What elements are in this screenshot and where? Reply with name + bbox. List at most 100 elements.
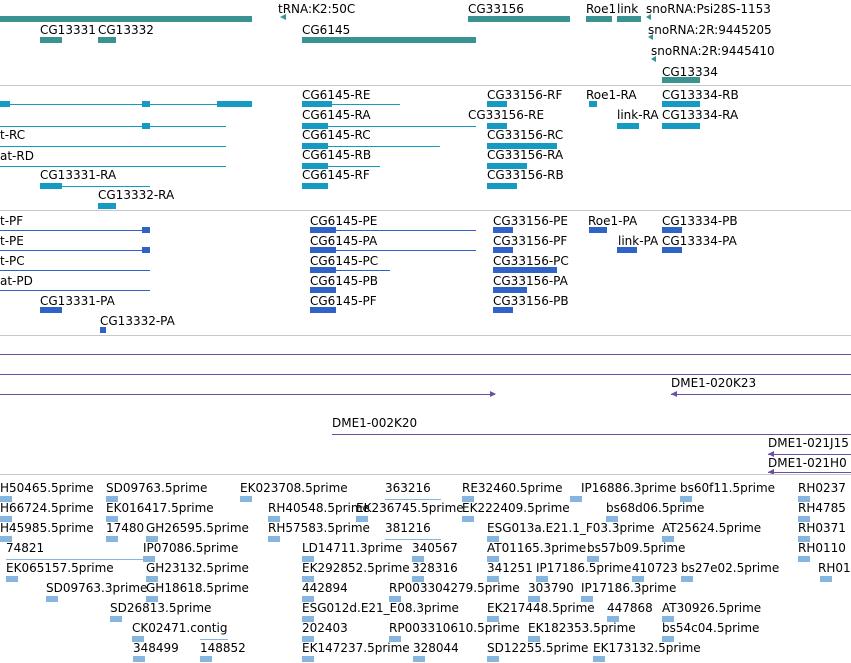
est-label[interactable]: H50465.5prime [0, 481, 94, 495]
est-label[interactable]: GH23132.5prime [146, 561, 249, 575]
est-label[interactable]: 328044 [413, 641, 459, 655]
transcript-intron[interactable] [302, 166, 380, 167]
est-label[interactable]: GH26595.5prime [146, 521, 249, 535]
est-feature[interactable] [528, 596, 540, 602]
est-label[interactable]: LD14711.3prime [302, 541, 403, 555]
est-label[interactable]: ESG013a.E21.1_F03.3prime [487, 521, 655, 535]
est-feature[interactable] [302, 556, 314, 562]
gene-feature[interactable] [468, 16, 570, 22]
exon[interactable] [302, 183, 328, 189]
est-label[interactable]: SD09763.3prime [46, 581, 148, 595]
exon[interactable] [40, 307, 62, 313]
est-feature[interactable] [798, 536, 810, 542]
contig-line[interactable] [0, 374, 851, 375]
exon[interactable] [487, 183, 517, 189]
transcript-intron[interactable] [0, 290, 150, 291]
est-label[interactable]: IP17186.3prime [581, 581, 677, 595]
est-label[interactable]: IP17186.5prime [536, 561, 632, 575]
exon[interactable] [302, 123, 328, 129]
est-feature[interactable] [200, 656, 212, 662]
exon[interactable] [98, 203, 116, 209]
est-feature[interactable] [798, 556, 810, 562]
transcript-label[interactable]: CG13334-RB [662, 88, 739, 102]
est-feature[interactable] [581, 596, 593, 602]
exon[interactable] [310, 287, 336, 293]
transcript-label[interactable]: CG6145-RA [302, 108, 371, 122]
est-feature[interactable] [200, 639, 228, 640]
transcript-intron[interactable] [0, 104, 252, 105]
est-feature[interactable] [413, 656, 425, 662]
est-label[interactable]: 348499 [133, 641, 179, 655]
est-feature[interactable] [268, 516, 280, 522]
est-label[interactable]: 340567 [412, 541, 458, 555]
est-feature[interactable] [302, 616, 314, 622]
est-feature[interactable] [268, 536, 280, 542]
est-feature[interactable] [356, 516, 368, 522]
est-label[interactable]: 328316 [412, 561, 458, 575]
est-feature[interactable] [146, 536, 158, 542]
est-label[interactable]: RH0237 [798, 481, 846, 495]
est-label[interactable]: IP07086.5prime [143, 541, 239, 555]
est-label[interactable]: AT25624.5prime [662, 521, 762, 535]
est-feature[interactable] [302, 576, 314, 582]
est-label[interactable]: GH18618.5prime [146, 581, 249, 595]
gene-label[interactable]: snoRNA:2R:9445205 [648, 23, 772, 37]
est-feature[interactable] [302, 656, 314, 662]
est-feature[interactable] [146, 576, 158, 582]
exon[interactable] [302, 143, 328, 149]
gene-feature[interactable] [98, 37, 116, 43]
gene-label[interactable]: CG13332 [98, 23, 154, 37]
est-feature[interactable] [46, 596, 58, 602]
est-feature[interactable] [6, 559, 150, 560]
est-feature[interactable] [0, 496, 12, 502]
est-label[interactable]: 447868 [607, 601, 653, 615]
exon[interactable] [589, 101, 597, 107]
exon[interactable] [617, 247, 637, 253]
est-feature[interactable] [487, 656, 499, 662]
gene-label[interactable]: snoRNA:Psi28S-1153 [646, 2, 771, 16]
transcript-label[interactable]: CG6145-RB [302, 148, 372, 162]
est-label[interactable]: RH4785 [798, 501, 846, 515]
est-feature[interactable] [106, 536, 118, 542]
contig-label[interactable]: DME1-020K23 [671, 376, 757, 390]
exon[interactable] [493, 287, 527, 293]
exon[interactable] [662, 123, 700, 129]
est-label[interactable]: 303790 [528, 581, 574, 595]
exon[interactable] [142, 101, 150, 107]
exon[interactable] [302, 101, 332, 107]
transcript-label[interactable]: CG13332-RA [98, 188, 175, 202]
gene-feature[interactable] [40, 37, 62, 43]
exon[interactable] [310, 307, 336, 313]
gene-label[interactable]: snoRNA:2R:9445410 [651, 44, 775, 58]
transcript-label[interactable]: CG6145-RC [302, 128, 371, 142]
est-feature[interactable] [385, 499, 441, 500]
transcript-label[interactable]: CG33156-RF [487, 88, 563, 102]
exon[interactable] [487, 101, 507, 107]
contig-arrow-icon[interactable] [768, 469, 774, 474]
exon[interactable] [493, 307, 513, 313]
est-label[interactable]: bs54c04.5prime [662, 621, 760, 635]
est-label[interactable]: 148852 [200, 641, 246, 655]
exon[interactable] [487, 163, 527, 169]
transcript-label[interactable]: CG33156-PF [493, 234, 568, 248]
est-label[interactable]: RE32460.5prime [462, 481, 563, 495]
est-feature[interactable] [462, 496, 474, 502]
est-label[interactable]: RH0110 [798, 541, 846, 555]
est-label[interactable]: EK292852.5prime [302, 561, 410, 575]
est-label[interactable]: CK02471.contig [132, 621, 228, 635]
transcript-label[interactable]: t-PE [0, 234, 24, 248]
est-label[interactable]: 442894 [302, 581, 348, 595]
exon[interactable] [310, 267, 336, 273]
contig-line[interactable] [768, 454, 851, 455]
exon[interactable] [310, 247, 336, 253]
est-feature[interactable] [487, 536, 499, 542]
exon[interactable] [142, 123, 150, 129]
transcript-label[interactable]: CG13332-PA [100, 314, 175, 328]
transcript-label[interactable]: CG33156-PA [493, 274, 568, 288]
est-label[interactable]: EK236745.5prime [356, 501, 464, 515]
transcript-label[interactable]: CG6145-RE [302, 88, 371, 102]
est-label[interactable]: 363216 [385, 481, 431, 495]
est-label[interactable]: EK065157.5prime [6, 561, 114, 575]
est-feature[interactable] [132, 636, 144, 642]
exon[interactable] [142, 227, 150, 233]
